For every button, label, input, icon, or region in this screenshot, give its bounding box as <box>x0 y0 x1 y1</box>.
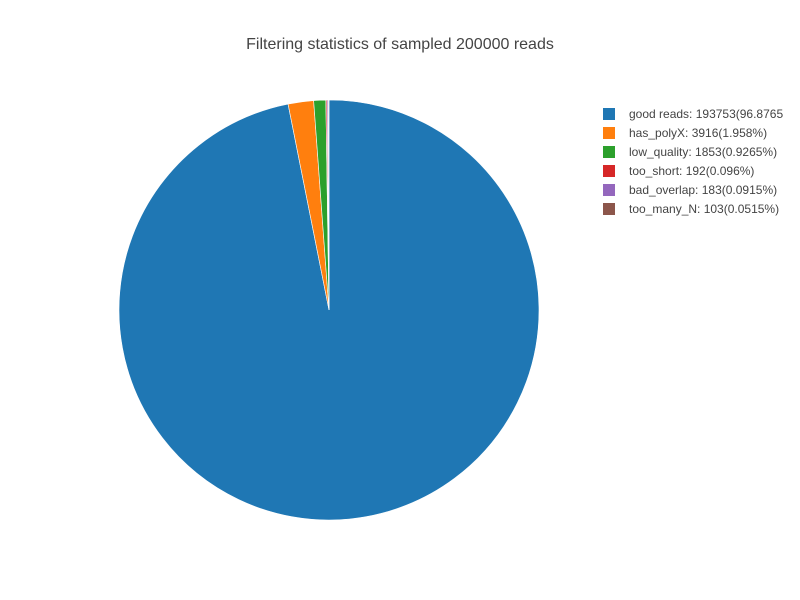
legend-label: too_short: 192(0.096%) <box>629 164 755 178</box>
legend-swatch <box>603 165 615 177</box>
legend-swatch <box>603 127 615 139</box>
legend-swatch <box>603 108 615 120</box>
legend-label: too_many_N: 103(0.0515%) <box>629 202 780 216</box>
legend-label: low_quality: 1853(0.9265%) <box>629 145 778 159</box>
pie-slice-too-many-n <box>328 99 330 311</box>
legend-swatch <box>603 203 615 215</box>
legend-swatch <box>603 184 615 196</box>
legend-label: has_polyX: 3916(1.958%) <box>629 126 768 140</box>
legend-label: bad_overlap: 183(0.0915%) <box>629 183 778 197</box>
legend-label: good reads: 193753(96.8765 <box>629 107 784 121</box>
chart-title: Filtering statistics of sampled 200000 r… <box>246 36 554 53</box>
legend-swatch <box>603 146 615 158</box>
